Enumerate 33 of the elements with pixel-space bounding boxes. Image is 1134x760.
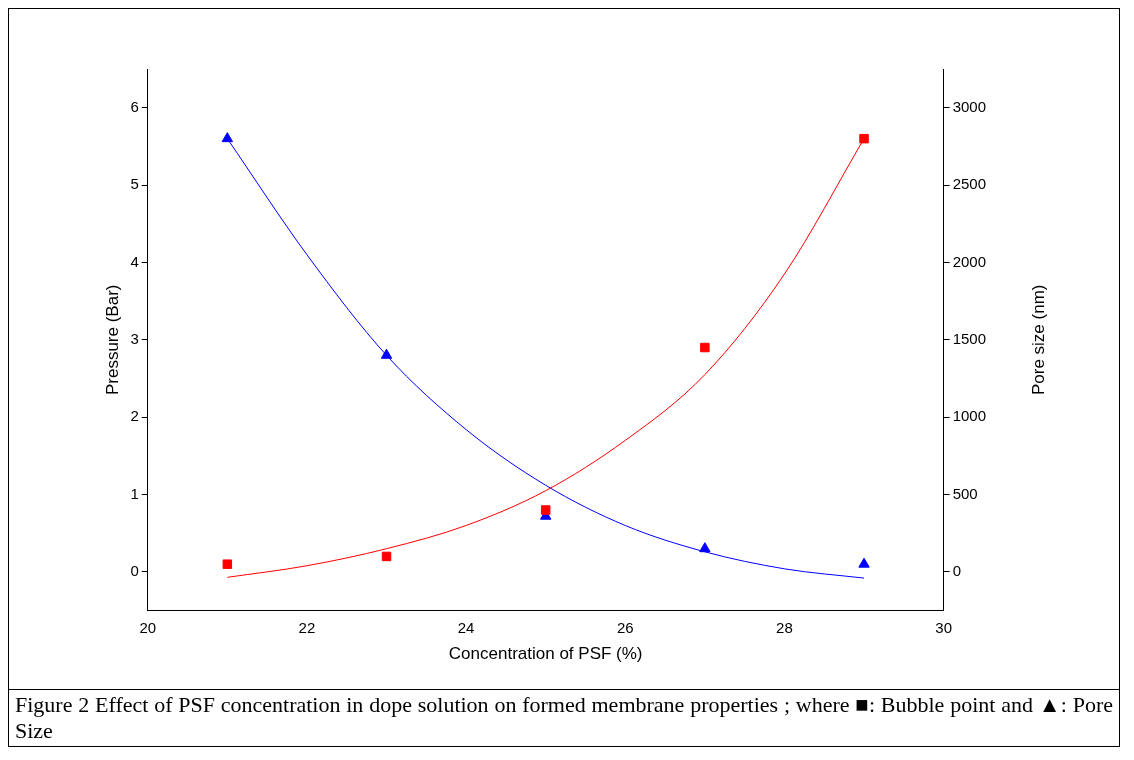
x-tick-label: 28 [776,618,793,636]
x-axis-title: Concentration of PSF (%) [448,644,643,664]
x-tick-label: 24 [457,618,475,636]
y-axis-title: Pressure (Bar) [102,284,122,396]
point [858,557,870,568]
y-tick-label: 0 [130,562,139,580]
y-tick-label: 2 [130,407,139,425]
point [380,348,393,359]
x-tick-label: 22 [298,618,316,636]
x-tick-label: 30 [935,618,952,636]
y-tick-label: 6 [130,97,139,115]
y2-tick-label: 3000 [952,97,987,115]
y-tick-label: 3 [130,329,139,347]
y-tick-label: 1 [130,484,139,502]
caption: Figure 2 Effect of PSF concentration in dope solution on formed membrane properties ; where ■: Bubble point and ▲: Pore Size [9,689,1119,746]
point [859,133,869,144]
x-tick-label: 20 [139,618,157,636]
point [699,542,711,553]
y2-axis-title: Pore size (nm) [1028,284,1048,396]
point [540,505,551,515]
y2-tick-label: 1000 [952,407,987,425]
y-tick-label: 5 [130,175,139,193]
y2-tick-label: 2500 [952,175,987,193]
y2-tick-label: 500 [952,484,978,502]
y2-tick-label: 1500 [952,329,987,347]
x-tick-label: 26 [616,618,634,636]
point [221,132,234,143]
y-tick-label: 4 [130,252,139,270]
point [700,342,710,353]
y2-tick-label: 2000 [952,252,987,270]
y2-tick-label: 0 [952,562,961,580]
point [222,559,233,569]
point [381,551,392,562]
